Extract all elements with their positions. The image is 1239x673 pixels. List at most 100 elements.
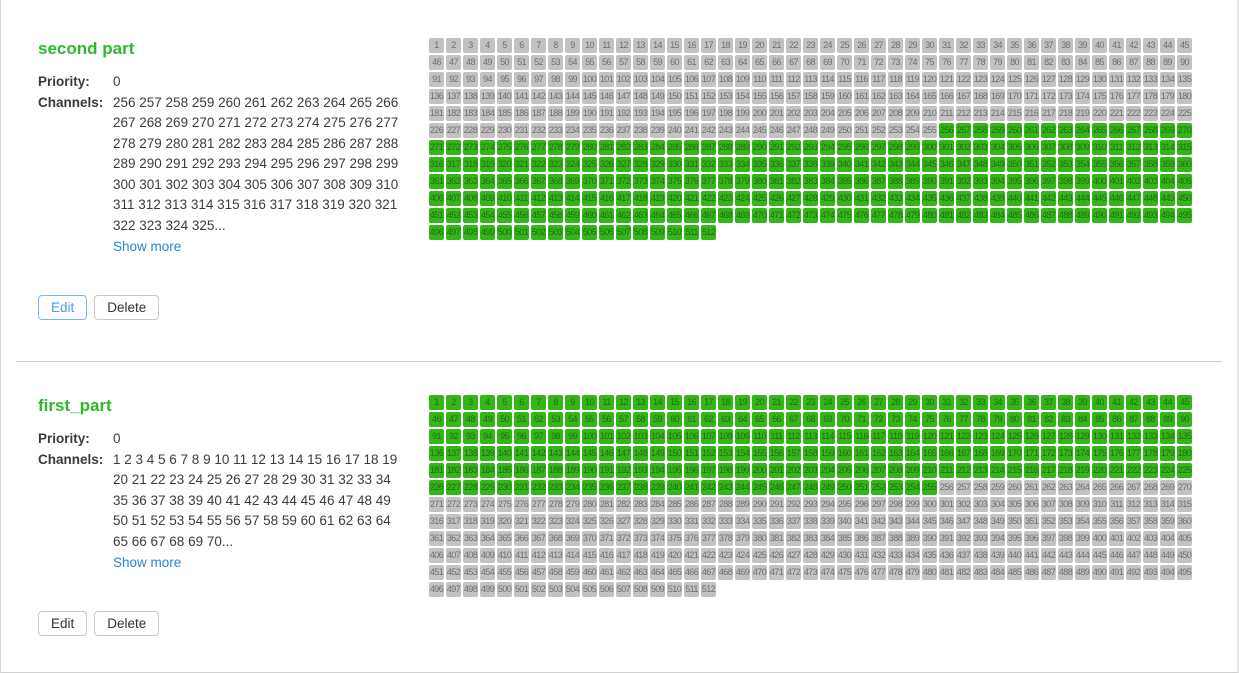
channel-cell: 64: [735, 55, 750, 70]
channel-cell: 244: [735, 480, 750, 495]
channel-cell: 328: [633, 514, 648, 529]
channel-cell: 397: [1041, 531, 1056, 546]
channel-cell: 212: [956, 463, 971, 478]
channel-cell: 253: [888, 123, 903, 138]
channel-cell: 331: [684, 514, 699, 529]
channel-cell: 451: [429, 565, 444, 580]
channel-cell: 370: [582, 174, 597, 189]
show-more-link[interactable]: Show more: [113, 555, 182, 570]
channel-cell: 152: [701, 89, 716, 104]
channel-cell: 450: [1177, 548, 1192, 563]
channel-cell: 254: [905, 480, 920, 495]
channel-cell: 297: [871, 497, 886, 512]
channel-cell: 416: [599, 548, 614, 563]
channel-cell: 304: [990, 497, 1005, 512]
channel-cell: 62: [701, 412, 716, 427]
channel-cell: 164: [905, 446, 920, 461]
channel-cell: 380: [752, 174, 767, 189]
channel-cell: 66: [769, 55, 784, 70]
channel-cell: 281: [599, 497, 614, 512]
channel-cell: 58: [633, 412, 648, 427]
channel-cell: 277: [531, 497, 546, 512]
edit-button[interactable]: Edit: [38, 610, 88, 636]
channel-cell: 33: [973, 38, 988, 53]
edit-button[interactable]: Edit: [38, 294, 88, 320]
channel-cell: 90: [1177, 55, 1192, 70]
channel-cell: 200: [752, 463, 767, 478]
channel-cell: 41: [1109, 38, 1124, 53]
channel-cell: 197: [701, 463, 716, 478]
channel-cell: 351: [1024, 157, 1039, 172]
channel-cell: 185: [497, 463, 512, 478]
channel-cell: 118: [888, 429, 903, 444]
channel-cell: 73: [888, 55, 903, 70]
channel-cell: 126: [1024, 72, 1039, 87]
channel-cell: 407: [446, 191, 461, 206]
channel-cell: 154: [735, 446, 750, 461]
channels-row: Channels: 256 257 258 259 260 261 262 26…: [38, 93, 419, 258]
channel-cell: 320: [497, 514, 512, 529]
channel-cell: 358: [1143, 157, 1158, 172]
channel-cell: 481: [939, 208, 954, 223]
channel-cell: 358: [1143, 514, 1158, 529]
channel-cell: 252: [871, 480, 886, 495]
channel-cell: 311: [1109, 497, 1124, 512]
channel-cell: 325: [582, 514, 597, 529]
channel-cell: 289: [735, 497, 750, 512]
channel-cell: 360: [1177, 514, 1192, 529]
channel-cell: 191: [599, 463, 614, 478]
delete-button[interactable]: Delete: [94, 610, 160, 636]
channel-cell: 313: [1143, 497, 1158, 512]
channel-cell: 469: [735, 565, 750, 580]
channel-cell: 473: [803, 565, 818, 580]
channel-cell: 438: [973, 191, 988, 206]
channel-cell: 45: [1177, 395, 1192, 410]
channel-cell: 87: [1126, 412, 1141, 427]
channel-cell: 268: [1143, 123, 1158, 138]
channel-cell: 312: [1126, 140, 1141, 155]
channel-cell: 182: [446, 463, 461, 478]
channel-cell: 3: [463, 395, 478, 410]
channel-cell: 343: [888, 514, 903, 529]
channel-cell: 466: [684, 208, 699, 223]
channel-cell: 347: [956, 514, 971, 529]
channel-cell: 235: [582, 480, 597, 495]
channel-cell: 149: [650, 89, 665, 104]
channel-cell: 271: [429, 497, 444, 512]
channel-cell: 117: [871, 72, 886, 87]
channel-cell: 357: [1126, 514, 1141, 529]
channel-cell: 409: [480, 548, 495, 563]
channel-group-section: first_part Priority: 0 Channels: 1 2 3 4…: [1, 362, 1237, 636]
channel-cell: 186: [514, 106, 529, 121]
channel-cell: 25: [837, 395, 852, 410]
channel-cell: 100: [582, 429, 597, 444]
channel-cell: 417: [616, 191, 631, 206]
channel-cell: 394: [990, 174, 1005, 189]
channel-cell: 88: [1143, 412, 1158, 427]
channel-cell: 167: [956, 446, 971, 461]
channel-cell: 72: [871, 412, 886, 427]
channel-cell: 451: [429, 208, 444, 223]
channel-cell: 400: [1092, 174, 1107, 189]
channel-cell: 464: [650, 208, 665, 223]
channel-group-section: second part Priority: 0 Channels: 256 25…: [1, 0, 1237, 361]
channel-cell: 317: [446, 514, 461, 529]
channel-cell: 468: [718, 208, 733, 223]
channel-cell: 461: [599, 565, 614, 580]
channel-cell: 272: [446, 140, 461, 155]
channel-cell: 471: [769, 565, 784, 580]
channel-cell: 192: [616, 106, 631, 121]
channel-cell: 508: [633, 225, 648, 240]
channel-cell: 203: [803, 106, 818, 121]
channel-cell: 159: [820, 446, 835, 461]
channel-cell: 233: [548, 123, 563, 138]
channel-cell: 206: [854, 106, 869, 121]
delete-button[interactable]: Delete: [94, 294, 160, 320]
show-more-link[interactable]: Show more: [113, 239, 182, 254]
channel-cell: 423: [718, 548, 733, 563]
channel-cell: 311: [1109, 140, 1124, 155]
channel-cell: 338: [803, 157, 818, 172]
priority-label: Priority:: [38, 74, 90, 89]
channel-cell: 120: [922, 429, 937, 444]
